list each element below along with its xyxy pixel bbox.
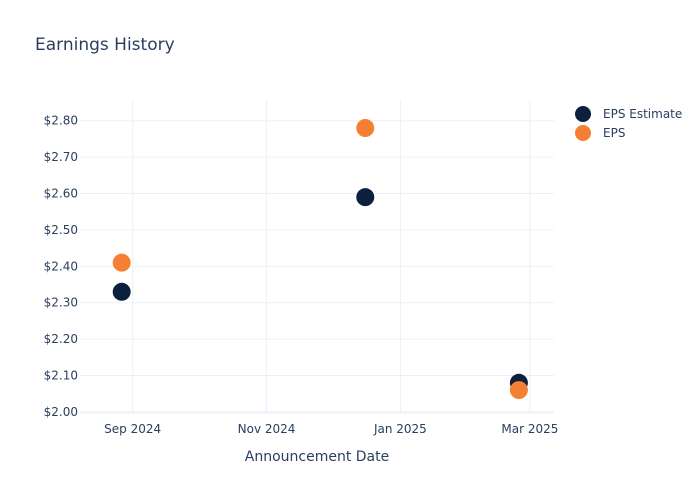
- y-tick-label: $2.60: [44, 187, 78, 201]
- x-tick-label: Mar 2025: [501, 422, 558, 436]
- y-tick-label: $2.80: [44, 114, 78, 128]
- legend-label: EPS: [603, 126, 625, 140]
- eps-estimate-point[interactable]: [356, 188, 375, 207]
- x-tick-label: Nov 2024: [238, 422, 296, 436]
- x-tick-label: Sep 2024: [104, 422, 161, 436]
- y-tick-label: $2.50: [44, 223, 78, 237]
- x-axis-tick-labels: Sep 2024 Nov 2024 Jan 2025 Mar 2025: [104, 422, 558, 436]
- legend-item[interactable]: EPS: [575, 125, 625, 141]
- chart-title: Earnings History: [35, 35, 175, 55]
- y-axis-tick-labels: $2.00 $2.10 $2.20 $2.30 $2.40 $2.50 $2.60 $2.70…: [44, 114, 78, 419]
- legend-item[interactable]: EPS Estimate: [575, 106, 682, 122]
- legend[interactable]: EPS Estimate EPS: [575, 106, 682, 141]
- eps-point[interactable]: [509, 381, 528, 400]
- eps-point[interactable]: [356, 119, 375, 138]
- y-tick-label: $2.30: [44, 296, 78, 310]
- grid-lines: [80, 100, 554, 414]
- x-axis-label: Announcement Date: [245, 449, 389, 465]
- y-tick-label: $2.70: [44, 150, 78, 164]
- y-tick-label: $2.00: [44, 405, 78, 419]
- y-tick-label: $2.40: [44, 259, 78, 273]
- legend-marker: [575, 106, 591, 122]
- legend-marker: [575, 125, 591, 141]
- x-tick-label: Jan 2025: [373, 422, 427, 436]
- eps-point[interactable]: [112, 253, 131, 272]
- data-points: [112, 119, 528, 400]
- legend-label: EPS Estimate: [603, 107, 682, 121]
- y-tick-label: $2.20: [44, 332, 78, 346]
- y-tick-label: $2.10: [44, 369, 78, 383]
- eps-estimate-point[interactable]: [112, 282, 131, 301]
